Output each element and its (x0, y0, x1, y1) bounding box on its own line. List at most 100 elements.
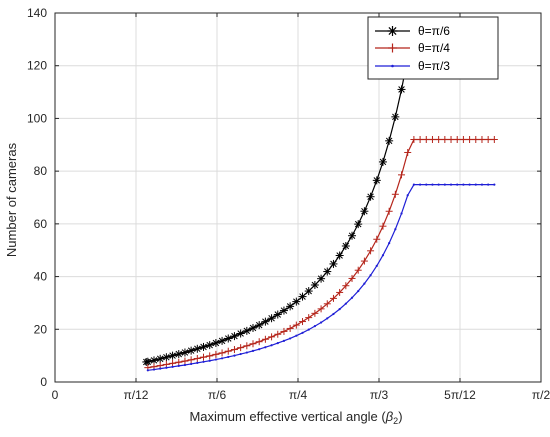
x-axis-label-sub: 2 (393, 416, 398, 426)
data-point (200, 353, 208, 361)
data-point (472, 136, 480, 144)
data-point (168, 351, 177, 360)
x-tick-label: π/6 (208, 388, 227, 402)
data-point (360, 207, 369, 216)
data-point (212, 350, 220, 358)
series-line-2 (147, 138, 495, 369)
data-point (354, 266, 362, 274)
x-axis-label: Maximum effective vertical angle (β2) (189, 409, 402, 426)
data-point (373, 235, 381, 243)
data-point (270, 344, 273, 347)
data-point (237, 344, 245, 352)
data-point (406, 194, 409, 197)
legend-entry-1: θ=π/6 (375, 24, 450, 38)
data-point (243, 342, 251, 350)
data-point (459, 136, 467, 144)
data-point (447, 136, 455, 144)
data-point (484, 136, 492, 144)
data-point (193, 354, 201, 362)
y-tick-label: 60 (34, 217, 48, 231)
data-point (152, 368, 156, 371)
data-point (323, 267, 332, 276)
data-point (230, 332, 239, 341)
data-point (332, 312, 335, 316)
data-point (227, 355, 230, 359)
data-point (233, 354, 236, 357)
data-point (391, 190, 399, 198)
data-point (292, 297, 301, 306)
series-line-1 (146, 38, 495, 363)
data-point (344, 302, 347, 305)
data-point (441, 136, 449, 144)
data-point (175, 358, 183, 366)
data-point (251, 349, 255, 352)
data-point (146, 369, 149, 372)
data-point (273, 310, 282, 319)
data-point (348, 274, 356, 282)
data-point (162, 353, 171, 362)
data-point (418, 183, 422, 186)
x-tick-label: 5π/12 (444, 388, 476, 402)
data-point (218, 336, 227, 345)
data-point (218, 349, 226, 357)
data-point (400, 212, 403, 215)
data-point (323, 300, 331, 308)
data-point (249, 323, 258, 332)
data-point (313, 325, 316, 328)
data-point (367, 247, 375, 255)
data-point (363, 282, 366, 285)
x-tick-label: π/12 (124, 388, 149, 402)
data-point (357, 289, 360, 293)
data-point (435, 136, 443, 144)
data-point (208, 359, 211, 362)
data-point (255, 321, 264, 330)
data-point (456, 183, 459, 186)
data-point (394, 228, 397, 231)
data-point (336, 288, 344, 296)
data-point (196, 361, 199, 364)
data-point (305, 314, 313, 322)
axes (54, 12, 542, 383)
y-tick-label: 20 (34, 322, 48, 336)
y-tick-label: 80 (34, 164, 48, 178)
y-tick-label: 120 (27, 59, 47, 73)
data-point (174, 350, 183, 359)
data-point (437, 183, 440, 186)
data-point (348, 231, 357, 240)
data-point (490, 136, 498, 144)
data-point (338, 308, 341, 311)
data-point (398, 171, 406, 179)
data-point (289, 337, 292, 340)
series-2 (144, 136, 498, 372)
data-point (372, 176, 381, 185)
data-point (422, 136, 430, 144)
data-point (242, 326, 251, 335)
legend: θ=π/6 θ=π/4 θ=π/3 (367, 16, 499, 80)
data-point (385, 136, 394, 145)
series-layer (142, 35, 499, 372)
data-point (220, 357, 224, 360)
data-point (190, 362, 193, 366)
data-point (245, 351, 248, 354)
data-point (282, 339, 286, 342)
data-point (453, 136, 461, 144)
data-point (236, 329, 245, 338)
data-point (187, 346, 196, 355)
data-point (206, 352, 214, 360)
data-point (369, 274, 372, 277)
data-point (381, 254, 385, 257)
x-tick-label: 0 (52, 388, 59, 402)
data-point (181, 357, 189, 365)
data-point (468, 183, 471, 186)
data-point (474, 183, 477, 186)
series-3 (146, 183, 496, 372)
data-point (292, 321, 300, 329)
data-point (230, 346, 238, 354)
data-point (341, 242, 350, 250)
data-point (493, 183, 496, 186)
data-point (307, 328, 310, 331)
data-point (211, 338, 220, 347)
data-point (165, 366, 168, 369)
data-point (280, 327, 288, 335)
